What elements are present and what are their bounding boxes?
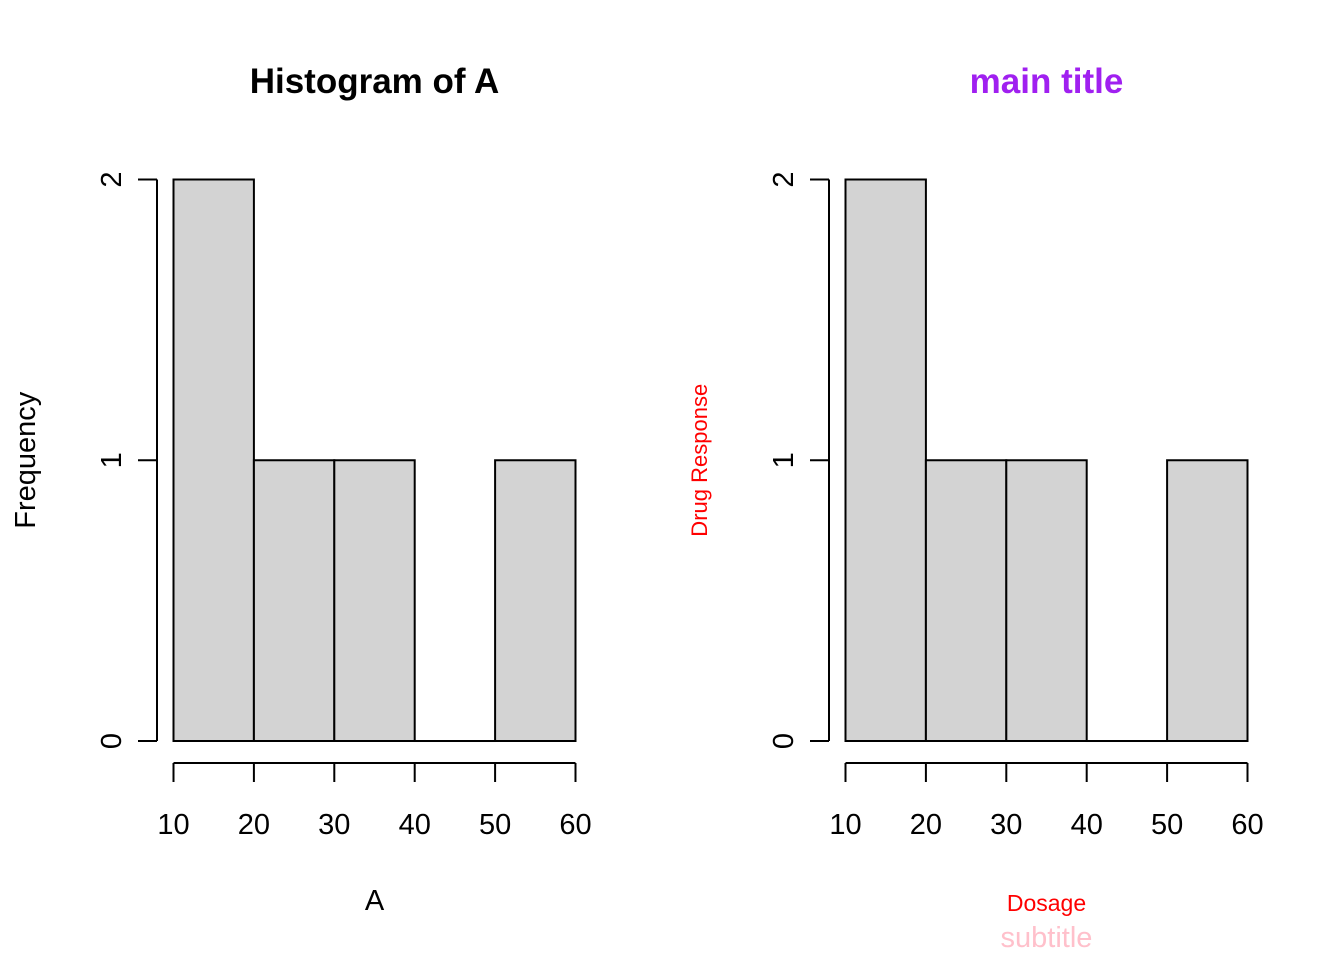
x-tick-label: 50 <box>479 809 511 841</box>
x-axis-label: Dosage <box>1007 890 1086 916</box>
histogram-bar <box>172 178 255 742</box>
y-tick-label: 0 <box>96 733 128 749</box>
y-axis-label: Frequency <box>10 391 42 529</box>
y-tick-label: 0 <box>768 733 800 749</box>
chart-subtitle: subtitle <box>1001 922 1093 954</box>
y-tick-label: 1 <box>768 452 800 468</box>
histogram-bar <box>252 459 336 742</box>
x-tick-label: 60 <box>1231 809 1263 841</box>
x-tick-label: 50 <box>1151 809 1183 841</box>
x-tick-label: 40 <box>399 809 431 841</box>
x-tick-label: 10 <box>829 809 861 841</box>
histogram-panel-left: 0 1 2 10 20 30 40 50 60 Histogram of A A Frequency <box>10 62 592 917</box>
histogram-bar <box>333 459 416 742</box>
histogram-bar <box>924 459 1008 742</box>
x-tick-label: 40 <box>1071 809 1103 841</box>
x-tick-label: 20 <box>910 809 942 841</box>
histogram-panel-right: 0 1 2 10 20 30 40 50 60 main title Dosage Drug Resp… <box>687 62 1264 954</box>
x-tick-label: 30 <box>990 809 1022 841</box>
x-tick-label: 30 <box>318 809 350 841</box>
y-tick-label: 2 <box>96 171 128 187</box>
y-axis-label: Drug Response <box>687 384 712 537</box>
x-tick-label: 10 <box>157 809 189 841</box>
histogram-bar <box>844 178 927 742</box>
x-tick-label: 60 <box>559 809 591 841</box>
histogram-bar <box>1166 459 1249 742</box>
chart-title: Histogram of A <box>250 62 500 101</box>
chart-title: main title <box>970 62 1124 101</box>
histogram-bar <box>494 459 577 742</box>
y-tick-label: 1 <box>96 452 128 468</box>
y-tick-label: 2 <box>768 171 800 187</box>
x-tick-label: 20 <box>238 809 270 841</box>
histogram-bar <box>1005 459 1088 742</box>
x-axis-label: A <box>365 885 385 917</box>
